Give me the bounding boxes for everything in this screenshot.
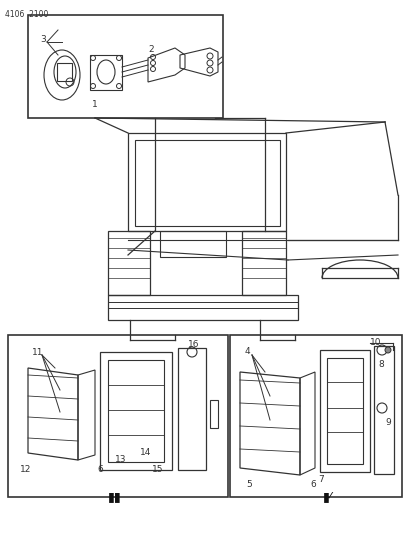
Bar (90, 55, 122, 90)
Text: 14: 14 (140, 448, 151, 457)
Bar (160, 231, 226, 257)
Text: 13: 13 (115, 455, 126, 464)
Bar (108, 295, 298, 320)
Bar (108, 360, 164, 462)
Text: 15: 15 (152, 465, 164, 474)
Bar (135, 140, 280, 226)
Text: ▮⁄: ▮⁄ (323, 490, 332, 503)
Text: 8: 8 (378, 360, 384, 369)
Bar (100, 352, 172, 470)
Bar (178, 348, 206, 470)
Text: 16: 16 (188, 340, 200, 349)
Bar (128, 133, 286, 231)
Bar (374, 346, 394, 474)
Bar (242, 231, 286, 295)
Text: 2: 2 (148, 45, 154, 54)
Text: 1: 1 (92, 100, 98, 109)
Bar (8, 335, 228, 497)
Bar (108, 231, 150, 295)
Text: 11: 11 (32, 348, 44, 357)
Text: ▮▮: ▮▮ (108, 490, 122, 503)
Text: 7: 7 (318, 475, 324, 484)
Bar (320, 350, 370, 472)
Text: 5: 5 (246, 480, 252, 489)
Text: 6: 6 (310, 480, 316, 489)
Text: 3: 3 (40, 35, 46, 44)
Circle shape (385, 347, 391, 353)
Text: 4: 4 (245, 347, 251, 356)
Text: 12: 12 (20, 465, 31, 474)
Bar (57, 63, 72, 81)
Bar (28, 15, 223, 118)
Text: 4106  2100: 4106 2100 (5, 10, 49, 19)
Text: 6: 6 (97, 465, 103, 474)
Bar (230, 335, 402, 497)
Text: 9: 9 (385, 418, 391, 427)
Text: 10: 10 (370, 338, 381, 347)
Bar (210, 400, 218, 428)
Bar (327, 358, 363, 464)
